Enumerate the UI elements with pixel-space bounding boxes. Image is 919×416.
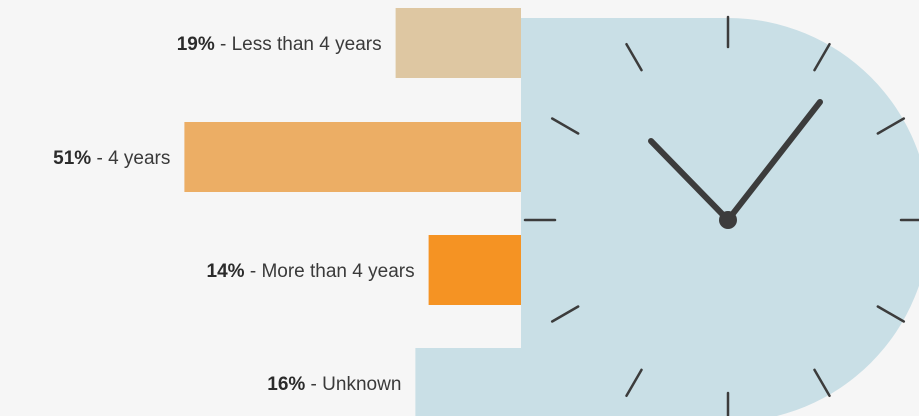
bar-0	[395, 8, 521, 78]
clock-tick-4	[876, 305, 906, 323]
bar-label-1: 51% - 4 years	[53, 148, 170, 169]
bar-label-0: 19% - Less than 4 years	[177, 34, 382, 55]
bar-value-label-2: 14%	[207, 261, 245, 282]
bar-label-separator: -	[215, 34, 232, 55]
bar-value-label-0: 19%	[177, 34, 215, 55]
clock-tick-10	[550, 117, 580, 135]
bar-2	[428, 235, 521, 305]
clock-tick-7	[625, 368, 643, 398]
bar-category-label-0: Less than 4 years	[232, 34, 382, 55]
bar-category-label-1: 4 years	[108, 148, 170, 169]
bar-category-label-3: Unknown	[322, 374, 401, 395]
bar-label-separator: -	[91, 148, 108, 169]
bar-label-separator: -	[305, 374, 322, 395]
bar-value-label-3: 16%	[267, 374, 305, 395]
bar-label-separator: -	[245, 261, 262, 282]
labels-layer: 19% - Less than 4 years 51% - 4 years 14% …	[53, 34, 414, 395]
clock-tick-8	[550, 305, 580, 323]
bar-category-label-2: More than 4 years	[261, 261, 414, 282]
clock-minute-hand	[725, 99, 823, 223]
clock-tick-1	[813, 42, 831, 72]
bar-1	[184, 122, 521, 192]
clock-icon	[521, 15, 919, 416]
clock-hour-hand	[648, 138, 731, 223]
clock-ticks	[523, 15, 919, 416]
bar-label-3: 16% - Unknown	[267, 374, 401, 395]
clock-tick-5	[813, 368, 831, 398]
bar-label-2: 14% - More than 4 years	[207, 261, 415, 282]
bars-layer	[184, 8, 521, 416]
clock-tick-2	[876, 117, 906, 135]
bar-3	[415, 348, 521, 416]
bar-value-label-1: 51%	[53, 148, 91, 169]
clock-tick-11	[625, 42, 643, 72]
clock-center	[719, 211, 737, 229]
